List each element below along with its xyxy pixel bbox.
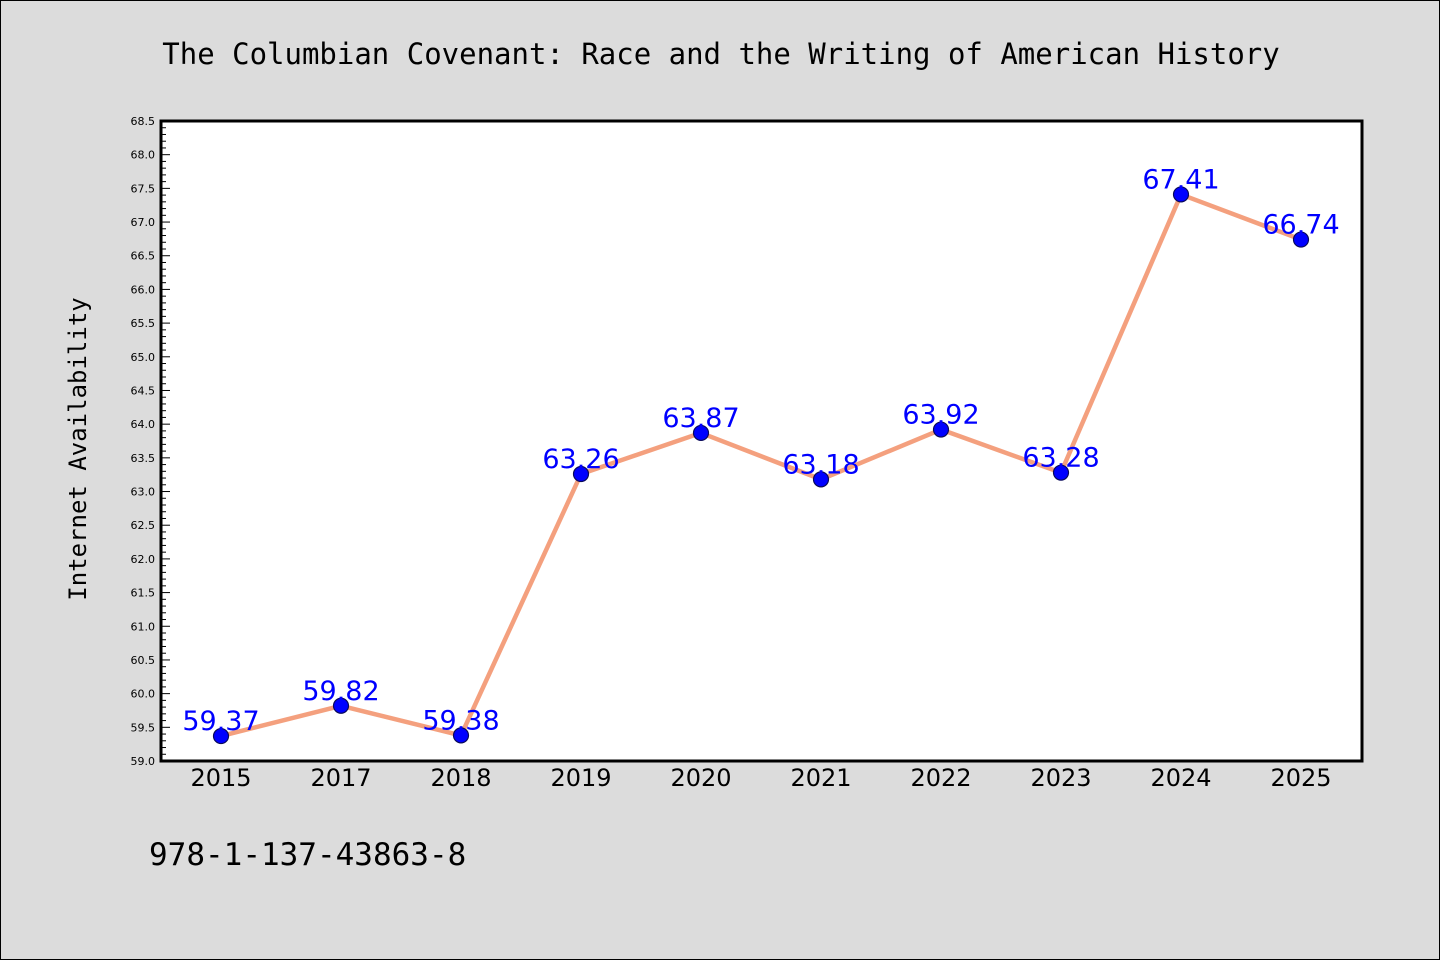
y-tick-label: 65.5	[131, 317, 156, 330]
x-tick-label: 2024	[1150, 764, 1211, 792]
y-tick-label: 59.5	[131, 721, 156, 734]
chart-title: The Columbian Covenant: Race and the Wri…	[162, 37, 1279, 71]
y-tick-label: 66.5	[131, 250, 156, 263]
x-tick-label: 2025	[1270, 764, 1331, 792]
x-tick-label: 2022	[910, 764, 971, 792]
data-label: 63.87	[662, 403, 739, 434]
y-tick-label: 65.0	[131, 351, 156, 364]
data-point	[812, 471, 830, 488]
y-tick-label: 67.0	[131, 216, 156, 229]
data-label: 59.37	[182, 706, 259, 737]
y-tick-label: 61.0	[131, 620, 156, 633]
y-tick-label: 60.0	[131, 688, 156, 701]
data-point	[212, 727, 230, 745]
y-tick-label: 61.5	[131, 587, 156, 600]
data-point	[332, 697, 350, 714]
x-tick-label: 2017	[310, 764, 371, 792]
series-line	[220, 192, 1302, 739]
plot-area	[161, 121, 1362, 761]
data-point	[1172, 186, 1190, 203]
data-point	[1292, 231, 1310, 248]
data-markers	[212, 186, 1310, 745]
x-tick-label: 2019	[550, 764, 611, 792]
plot-frame	[159, 119, 1364, 763]
x-tick-labels: 2015 2017 2018 2019 2020 2021 2022 2023 2024 2025	[190, 764, 1331, 792]
x-tick-label: 2020	[670, 764, 731, 792]
y-tick-labels: 59.0 59.5 60.0 60.5 61.0 61.5 62.0 62.5 63.0 63.5…	[131, 115, 156, 768]
y-axis-label: Internet Availability	[64, 297, 92, 600]
data-label: 63.26	[542, 444, 619, 475]
x-tick-label: 2021	[790, 764, 851, 792]
isbn-footer: 978-1-137-43863-8	[149, 837, 466, 873]
data-label: 63.18	[782, 449, 859, 480]
data-labels: 59.37 59.82 59.38 63.26 63.87 63.18 63.92 63.28…	[182, 164, 1339, 737]
data-label: 67.41	[1142, 164, 1219, 195]
data-point	[572, 465, 590, 483]
data-label: 59.82	[302, 676, 379, 707]
data-label: 59.38	[422, 705, 499, 736]
y-tick-label: 66.0	[131, 283, 156, 296]
y-tick-label: 62.0	[131, 553, 156, 566]
y-tick-label: 64.5	[131, 384, 156, 397]
data-point	[932, 421, 950, 438]
x-tick-label: 2015	[190, 764, 251, 792]
y-tick-label: 63.5	[131, 452, 156, 465]
x-tick-label: 2018	[430, 764, 491, 792]
x-tick-label: 2023	[1030, 764, 1091, 792]
y-tick-label: 63.0	[131, 486, 156, 499]
data-point	[1052, 464, 1070, 481]
y-tick-label: 64.0	[131, 418, 156, 431]
y-tick-label: 59.0	[131, 755, 156, 768]
y-tick-label: 68.0	[131, 149, 156, 162]
data-label: 66.74	[1262, 210, 1339, 241]
y-tick-label: 67.5	[131, 182, 156, 195]
data-label: 63.28	[1022, 443, 1099, 474]
y-tick-label: 60.5	[131, 654, 156, 667]
data-point	[452, 727, 470, 744]
data-point	[692, 424, 710, 442]
y-tick-label: 68.5	[131, 115, 156, 128]
y-tick-label: 62.5	[131, 519, 156, 532]
data-label: 63.92	[902, 400, 979, 431]
